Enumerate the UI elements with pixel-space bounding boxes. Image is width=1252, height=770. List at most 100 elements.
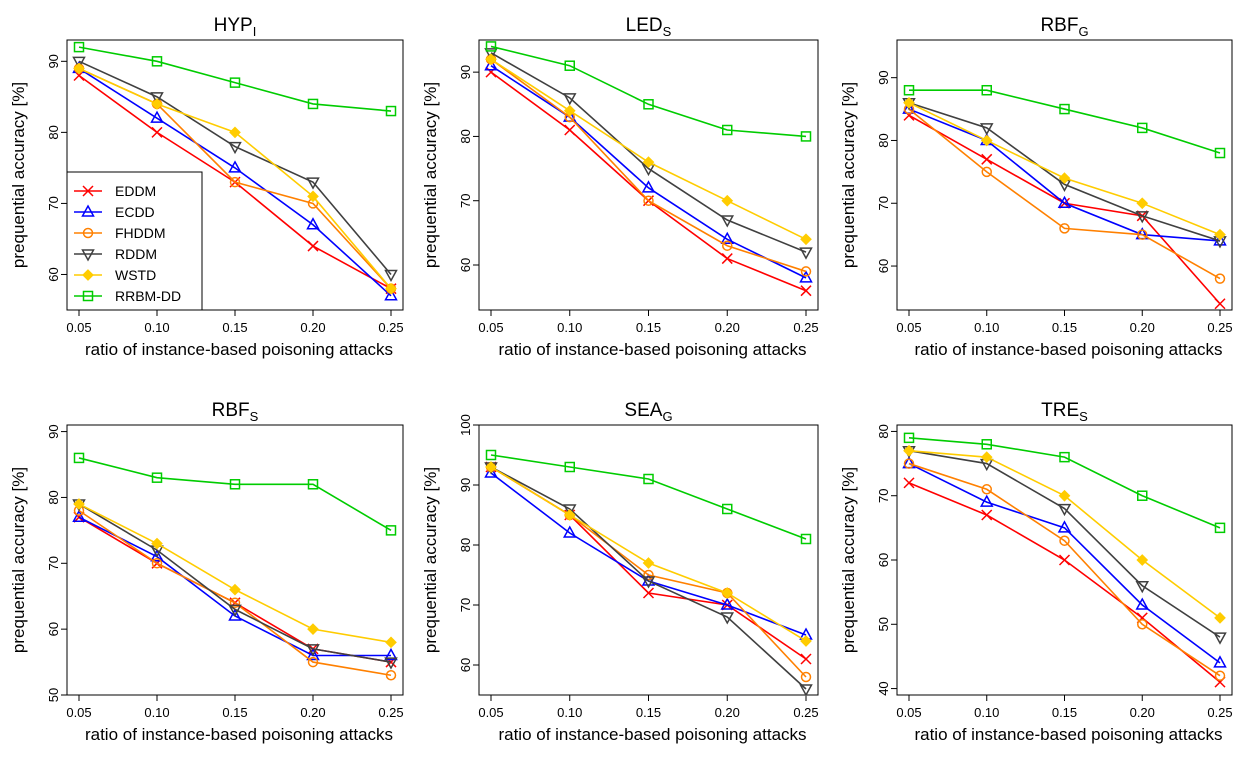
data-point-wstd	[1136, 197, 1149, 210]
data-point-rddm	[720, 215, 735, 228]
series-wstd	[73, 498, 397, 649]
chart-title: TRES	[1041, 400, 1088, 424]
data-point-eddm	[981, 509, 993, 521]
legend-entry-ecdd: ECDD	[74, 204, 155, 220]
data-point-fhddm	[800, 671, 812, 683]
data-point-rddm	[979, 123, 994, 136]
series-rddm	[484, 462, 813, 697]
data-point-rrbm-dd	[800, 131, 812, 142]
data-point-rddm	[1135, 580, 1150, 594]
data-point-fhddm	[1059, 535, 1070, 546]
series-rrbm-dd	[485, 449, 812, 545]
data-point-wstd	[563, 509, 576, 521]
data-point-rrbm-dd	[981, 84, 992, 96]
data-point-wstd	[385, 636, 397, 649]
data-point-ecdd	[720, 231, 735, 245]
x-tick-label: 0.10	[974, 705, 999, 720]
data-point-ecdd	[72, 509, 86, 522]
data-point-eddm	[903, 477, 915, 489]
data-point-wstd	[903, 444, 915, 457]
series-rrbm-dd	[903, 84, 1226, 159]
series-rddm	[72, 56, 398, 283]
data-point-wstd	[563, 104, 576, 117]
series-line-wstd	[490, 58, 807, 241]
data-point-ecdd	[228, 608, 242, 621]
chart-panel-led-s: LEDS 0.05 0.10 0.15 0.20 0.25 ratio of instanc…	[421, 15, 819, 359]
x-tick-label: 0.15	[636, 320, 661, 335]
y-tick-label: 40	[876, 681, 891, 695]
series-line-rrbm-dd	[908, 437, 1221, 529]
series-fhddm	[903, 103, 1226, 284]
legend-marker	[82, 185, 94, 197]
y-axis-label: prequential accuracy [%]	[839, 82, 858, 268]
data-point-fhddm	[903, 458, 915, 469]
data-point-rrbm-dd	[981, 439, 992, 450]
series-rrbm-dd	[73, 41, 397, 117]
data-point-fhddm	[307, 656, 319, 668]
data-point-fhddm	[1137, 619, 1148, 630]
y-axis-label: prequential accuracy [%]	[421, 467, 440, 653]
data-point-fhddm	[981, 166, 992, 178]
x-tick-label: 0.15	[1052, 705, 1077, 720]
series-line-rddm	[490, 466, 807, 690]
chart-title: LEDS	[626, 15, 672, 39]
data-point-rrbm-dd	[73, 41, 85, 53]
legend-label: ECDD	[115, 204, 155, 220]
data-point-wstd	[721, 587, 734, 599]
data-point-rrbm-dd	[1059, 103, 1070, 115]
chart-title-main: SEA	[624, 400, 662, 421]
chart-title: RBFS	[212, 400, 259, 424]
series-line-wstd	[908, 102, 1221, 236]
y-tick-label: 90	[46, 424, 61, 438]
data-point-rddm	[72, 56, 86, 69]
data-point-fhddm	[151, 558, 163, 569]
data-point-rrbm-dd	[229, 479, 241, 490]
y-tick-label: 80	[876, 424, 891, 438]
data-point-fhddm	[643, 569, 654, 581]
data-point-rrbm-dd	[800, 533, 812, 545]
data-point-fhddm	[1214, 670, 1226, 681]
chart-title-main: LED	[626, 15, 663, 36]
series-line-eddm	[908, 114, 1221, 305]
data-point-ecdd	[979, 494, 994, 507]
data-point-rddm	[150, 92, 164, 105]
data-point-rrbm-dd	[903, 84, 915, 96]
data-point-wstd	[151, 537, 163, 550]
x-tick-label: 0.20	[300, 320, 325, 335]
data-point-ecdd	[384, 288, 398, 301]
series-line-fhddm	[908, 108, 1221, 280]
series-line-ecdd	[908, 462, 1221, 664]
data-point-rddm	[720, 612, 735, 625]
x-tick-label: 0.20	[1130, 320, 1155, 335]
y-tick-label: 80	[46, 490, 61, 504]
data-point-fhddm	[1137, 229, 1148, 240]
series-line-fhddm	[78, 509, 392, 677]
series-line-rddm	[78, 503, 392, 663]
data-point-ecdd	[306, 647, 320, 661]
y-tick-label: 70	[46, 556, 61, 570]
x-tick-label: 0.10	[144, 705, 169, 720]
x-axis-label: ratio of instance-based poisoning attack…	[85, 340, 393, 359]
x-tick-label: 0.10	[557, 320, 582, 335]
data-point-rrbm-dd	[564, 60, 575, 71]
x-tick-label: 0.20	[1130, 705, 1155, 720]
series-fhddm	[73, 505, 397, 681]
data-point-rrbm-dd	[307, 98, 319, 110]
series-rrbm-dd	[485, 41, 812, 142]
x-tick-label: 0.05	[66, 705, 91, 720]
data-point-ecdd	[228, 160, 242, 173]
data-point-rrbm-dd	[385, 525, 397, 536]
y-tick-label: 80	[876, 133, 891, 147]
data-point-rddm	[799, 684, 813, 697]
chart-title-main: RBF	[212, 400, 250, 421]
series-eddm	[903, 109, 1226, 310]
chart-title: HYPI	[214, 15, 257, 39]
x-tick-label: 0.10	[144, 320, 169, 335]
chart-panel-sea-g: SEAG 0.05 0.10 0.15 0.20 0.25 ratio of instanc…	[421, 400, 819, 744]
legend-entry-rddm: RDDM	[74, 246, 157, 262]
data-point-rrbm-dd	[643, 473, 654, 485]
chart-title: SEAG	[624, 400, 672, 424]
series-line-fhddm	[490, 58, 807, 273]
data-point-fhddm	[800, 266, 812, 277]
